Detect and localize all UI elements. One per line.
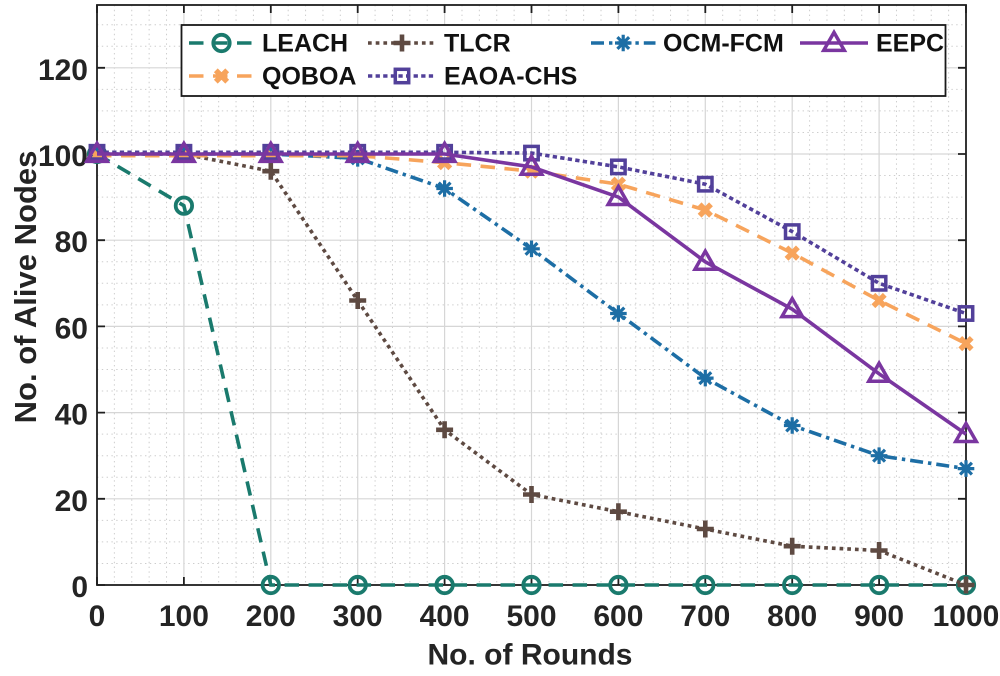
svg-text:0: 0 <box>89 600 106 633</box>
svg-text:No. of Rounds: No. of Rounds <box>428 639 633 672</box>
svg-text:20: 20 <box>55 485 88 518</box>
svg-text:TLCR: TLCR <box>444 30 511 58</box>
svg-text:100: 100 <box>159 600 209 633</box>
svg-text:500: 500 <box>506 600 556 633</box>
svg-text:EAOA-CHS: EAOA-CHS <box>444 63 577 91</box>
svg-text:700: 700 <box>680 600 730 633</box>
svg-text:0: 0 <box>71 571 88 604</box>
svg-text:100: 100 <box>38 140 88 173</box>
svg-text:200: 200 <box>246 600 296 633</box>
svg-text:300: 300 <box>333 600 383 633</box>
svg-text:QOBOA: QOBOA <box>262 63 356 91</box>
svg-text:60: 60 <box>55 312 88 345</box>
svg-text:LEACH: LEACH <box>262 30 348 58</box>
svg-text:120: 120 <box>38 54 88 87</box>
svg-text:40: 40 <box>55 399 88 432</box>
svg-text:No. of Alive Nodes: No. of Alive Nodes <box>8 151 43 424</box>
svg-text:EEPC: EEPC <box>876 30 944 58</box>
svg-text:900: 900 <box>854 600 904 633</box>
svg-text:80: 80 <box>55 226 88 259</box>
svg-text:OCM-FCM: OCM-FCM <box>663 30 784 58</box>
svg-text:600: 600 <box>593 600 643 633</box>
svg-text:1000: 1000 <box>933 600 1000 633</box>
svg-text:800: 800 <box>767 600 817 633</box>
svg-text:400: 400 <box>420 600 470 633</box>
